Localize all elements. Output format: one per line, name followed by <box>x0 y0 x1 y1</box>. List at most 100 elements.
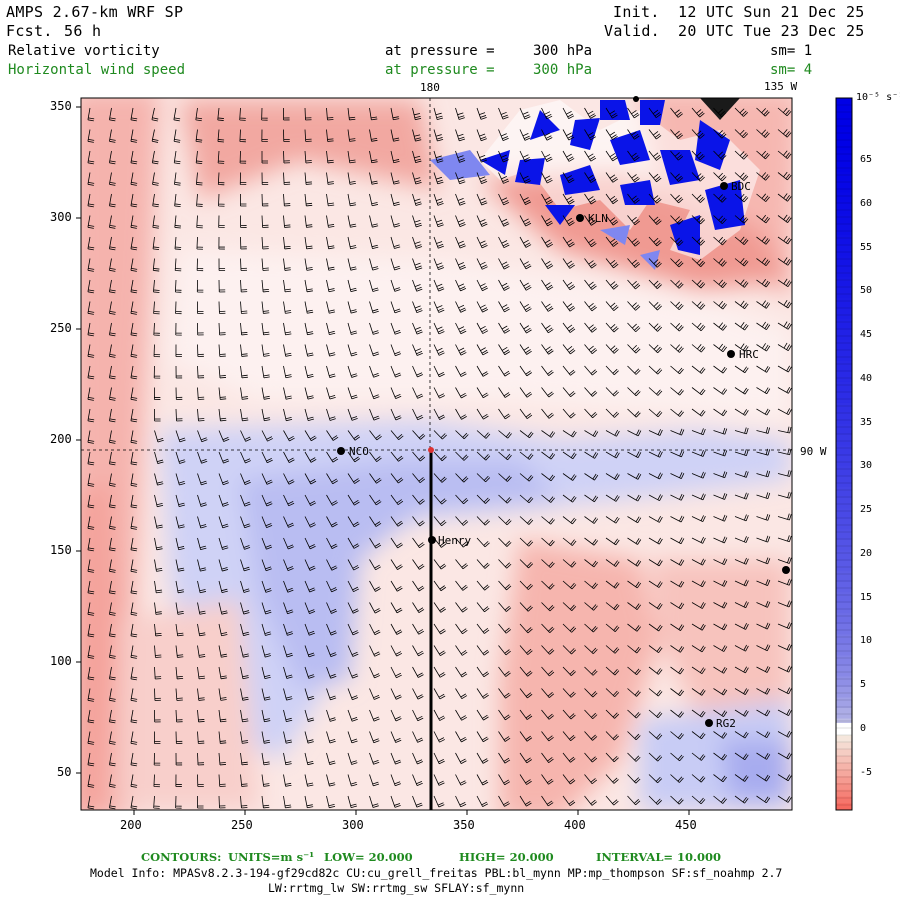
wind-barb <box>670 172 684 182</box>
wind-barb <box>455 193 466 206</box>
wind-barb <box>412 774 423 786</box>
wind-barb <box>196 236 204 250</box>
colorbar-label: 0 <box>860 723 867 734</box>
wind-barb <box>304 752 314 766</box>
x-tick-label: 200 <box>120 818 142 832</box>
wind-barb <box>175 322 182 336</box>
wind-barb <box>218 731 227 744</box>
wind-barb <box>304 193 313 207</box>
wind-barb <box>498 795 510 807</box>
wind-barb <box>154 709 161 723</box>
wind-barb <box>476 301 489 313</box>
station-label-bdc: BDC <box>731 180 751 193</box>
colorbar-swatch <box>836 360 852 372</box>
wind-barb <box>455 258 466 270</box>
wind-barb <box>584 688 598 698</box>
wind-barb <box>519 236 532 248</box>
wind-barb <box>734 107 748 117</box>
wind-barb <box>175 774 182 787</box>
colorbar-swatch <box>836 602 852 614</box>
wind-barb <box>87 193 95 208</box>
wind-barb <box>691 258 706 267</box>
wind-barb <box>369 301 379 314</box>
wind-barb <box>713 236 727 246</box>
wind-barb <box>130 236 138 251</box>
wind-barb <box>541 215 553 227</box>
lon-label-90w: 90 W <box>800 445 827 458</box>
wind-barb <box>390 258 401 271</box>
wind-barb <box>605 688 620 698</box>
wind-barb <box>261 795 270 809</box>
wind-barb <box>777 150 792 159</box>
wind-barb <box>756 709 771 717</box>
wind-barb <box>627 688 641 697</box>
wind-barb <box>541 688 555 698</box>
wind-barb <box>130 172 138 186</box>
wind-barb <box>130 752 138 767</box>
colorbar-swatch <box>836 287 852 299</box>
wind-barb <box>541 279 554 291</box>
colorbar-swatch <box>836 776 852 784</box>
wind-barb <box>648 322 663 332</box>
wind-barb <box>670 709 684 718</box>
wind-barb <box>87 494 95 509</box>
wind-barb <box>498 559 512 569</box>
wind-barb <box>541 666 555 677</box>
wind-barb <box>154 451 164 464</box>
wind-barb <box>627 215 640 226</box>
wind-barb <box>87 107 95 122</box>
wind-barb <box>648 602 663 610</box>
colorbar-label: 5 <box>860 679 867 691</box>
wind-barb <box>347 795 358 808</box>
axis-ticks <box>76 106 690 815</box>
wind-barb <box>670 795 684 805</box>
wind-barb <box>670 645 685 653</box>
wind-barb <box>390 387 402 399</box>
wind-barb <box>369 344 380 357</box>
wind-barb <box>240 344 248 357</box>
wind-barb <box>390 172 400 185</box>
wind-barb <box>648 387 663 396</box>
wind-barb <box>240 752 248 766</box>
wind-barb <box>777 535 792 543</box>
wind-barb <box>713 774 727 783</box>
colorbar-swatch <box>836 508 852 520</box>
wind-barb <box>151 107 159 122</box>
wind-barb <box>605 387 619 397</box>
wind-barb <box>541 602 555 612</box>
wind-barb <box>130 580 138 595</box>
wind-barb <box>584 645 598 655</box>
wind-barb <box>713 193 727 203</box>
wind-barb <box>541 301 554 312</box>
wind-barb <box>390 344 402 357</box>
wind-barb <box>283 645 293 658</box>
wind-barb <box>519 752 532 764</box>
wind-barb <box>347 602 359 614</box>
wind-barb <box>734 215 749 224</box>
wind-barb <box>433 279 445 292</box>
x-tick-label: 300 <box>342 818 364 832</box>
wind-barb <box>304 709 315 722</box>
wind-barb <box>691 645 706 653</box>
wind-barb <box>283 322 292 336</box>
wind-barb <box>670 365 684 375</box>
wind-barb <box>240 559 250 572</box>
wind-barb <box>648 537 663 545</box>
wind-barb <box>240 193 247 207</box>
wind-barb <box>347 666 359 679</box>
wind-barb <box>369 559 381 571</box>
wind-barb <box>197 301 204 314</box>
wind-barb <box>670 193 684 204</box>
wind-barb <box>605 559 620 567</box>
wind-barb <box>777 426 792 434</box>
wind-barb <box>433 258 445 271</box>
wind-barb <box>326 430 339 441</box>
wind-barb <box>691 752 706 761</box>
wind-barb <box>756 795 771 804</box>
wind-barb <box>455 107 465 120</box>
wind-barb <box>476 731 489 743</box>
wind-barb <box>412 430 426 440</box>
wind-barb <box>670 450 685 458</box>
wind-barb <box>648 559 663 567</box>
wind-barb <box>562 215 575 226</box>
